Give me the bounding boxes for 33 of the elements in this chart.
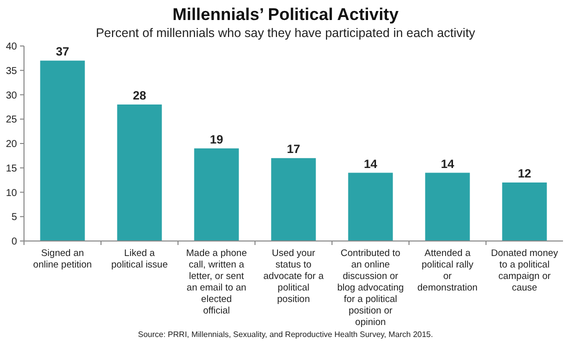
data-label: 17 (286, 142, 300, 156)
data-label: 37 (56, 44, 70, 59)
y-tick-label: 35 (6, 66, 18, 77)
chart-subtitle: Percent of millennials who say they have participated in each activity (96, 26, 476, 40)
x-tick-label: Signed an online petition (33, 248, 92, 270)
bar (194, 148, 239, 241)
x-tick-label: Donated money to a political campaign or cause (490, 248, 558, 294)
y-tick-label: 40 (6, 42, 18, 52)
data-label: 12 (518, 166, 532, 180)
x-tick-label: Contributed to an online discussion or blog advocating for a political position or opinion (337, 248, 404, 328)
chart-title: Millennials’ Political Activity (172, 5, 400, 24)
y-tick-label: 5 (11, 212, 18, 224)
x-tick-label: Used your status to advocate for a political position (263, 248, 324, 305)
bar (348, 172, 393, 241)
bar (40, 60, 85, 241)
x-tick-label: Made a phone call, written a letter, or sent an email to an elected official (186, 248, 247, 316)
data-label: 14 (440, 156, 454, 171)
y-tick-label: 20 (6, 139, 18, 150)
bar (425, 172, 470, 241)
y-tick-label: 30 (6, 90, 18, 102)
data-label: 19 (210, 132, 224, 146)
source-note: Source: PRRI, Millennials, Sexuality, and Reproductive Health Survey, March 2015. (138, 330, 433, 339)
y-tick-label: 25 (6, 114, 18, 126)
y-tick-label: 0 (11, 236, 18, 248)
data-label: 14 (364, 156, 378, 171)
bar (117, 104, 162, 241)
data-label: 28 (132, 88, 146, 102)
x-tick-label: Liked a political issue (111, 248, 168, 270)
y-tick-label: 10 (6, 188, 18, 199)
bar (271, 158, 316, 241)
bar (502, 182, 547, 241)
x-tick-label: Attended a political rally or demonstration (417, 248, 478, 294)
y-tick-label: 15 (6, 163, 18, 174)
